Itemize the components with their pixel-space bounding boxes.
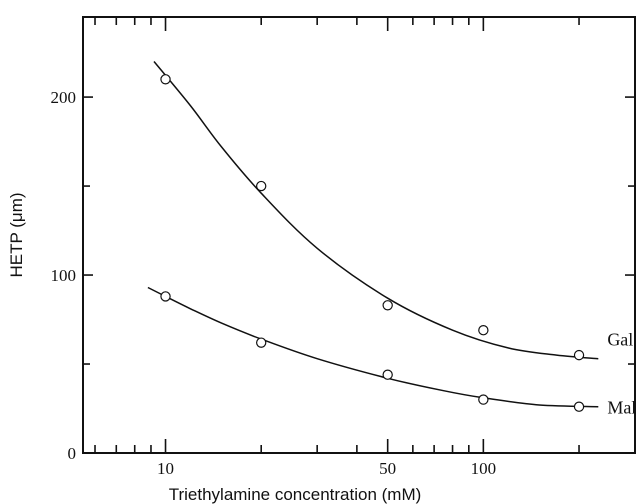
x-axis-label: Triethylamine concentration (mM)	[169, 485, 422, 504]
x-tick-label: 100	[471, 459, 497, 478]
data-point-mal	[573, 401, 585, 412]
data-point-gal	[160, 74, 171, 85]
y-axis-label: HETP (μm)	[7, 192, 26, 277]
tick-labels: 10 50 100 0 100 200	[51, 88, 497, 478]
axis-ticks	[83, 17, 636, 454]
series-label-gal: Gal	[607, 330, 633, 350]
data-point-mal	[382, 369, 393, 380]
fit-curve-mal	[147, 286, 599, 408]
y-tick-label: 0	[68, 444, 77, 463]
data-point-gal	[573, 349, 585, 361]
data-point-gal	[255, 180, 267, 192]
data-point-mal	[478, 394, 489, 405]
y-tick-label: 200	[51, 88, 77, 107]
y-tick-label: 100	[51, 266, 77, 285]
data-point-mal	[255, 337, 267, 348]
data-point-gal	[478, 325, 489, 336]
fit-curves	[147, 61, 599, 408]
x-tick-label: 10	[157, 459, 174, 478]
data-point-gal	[382, 300, 393, 311]
data-points	[160, 74, 585, 412]
data-point-mal	[160, 291, 171, 302]
plot-frame	[82, 16, 636, 454]
series-label-mal: Mal	[607, 398, 636, 418]
x-tick-label: 50	[379, 459, 396, 478]
series-labels: Gal Mal	[607, 330, 636, 418]
fit-curve-gal	[153, 61, 599, 360]
